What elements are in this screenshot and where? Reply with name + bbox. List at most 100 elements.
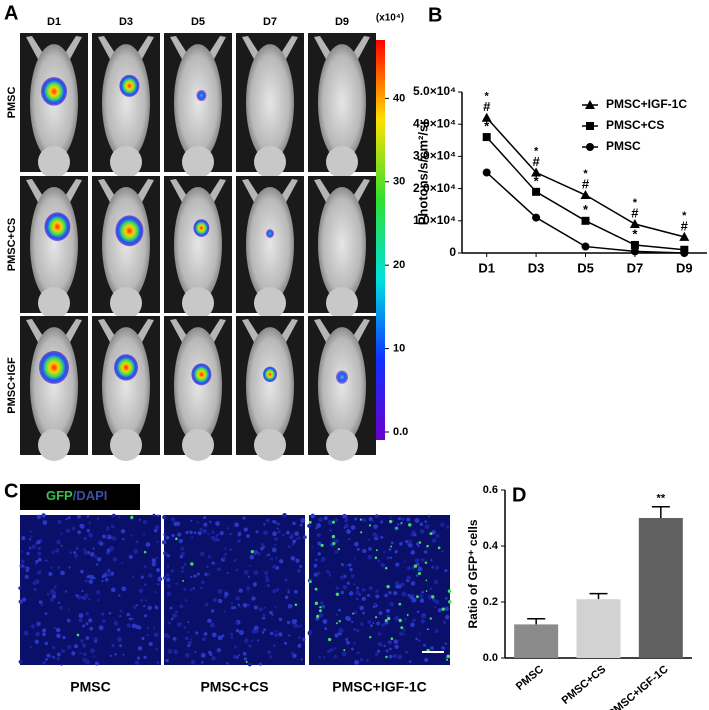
nucleus <box>394 581 400 586</box>
nucleus <box>171 533 175 538</box>
nucleus <box>307 630 313 636</box>
point <box>532 187 541 196</box>
nucleus <box>356 651 360 655</box>
nucleus <box>178 538 183 544</box>
nucleus <box>262 616 266 620</box>
nucleus <box>435 565 440 570</box>
significance-mark: * <box>534 145 539 157</box>
nucleus <box>210 535 215 540</box>
nucleus <box>211 561 215 565</box>
nucleus <box>101 534 107 539</box>
nucleus <box>395 562 400 567</box>
gfp-signal <box>447 589 452 593</box>
gfp-signal <box>359 518 362 521</box>
point <box>581 216 590 225</box>
nucleus <box>400 582 405 587</box>
x-tick-label: D1 <box>478 260 495 275</box>
nucleus <box>414 558 420 564</box>
significance-mark: ** <box>657 493 666 505</box>
nucleus <box>18 599 23 604</box>
nucleus <box>87 574 91 579</box>
nucleus <box>85 636 90 640</box>
nucleus <box>351 647 354 651</box>
nucleus <box>223 610 226 613</box>
nucleus <box>419 522 424 527</box>
nucleus <box>427 514 431 518</box>
nucleus <box>284 641 288 645</box>
nucleus <box>269 655 273 659</box>
nucleus <box>365 658 369 662</box>
nucleus <box>110 536 115 541</box>
mouse-image <box>20 316 88 461</box>
legend-label: PMSC+CS <box>606 118 664 132</box>
nucleus <box>73 644 79 649</box>
nucleus <box>77 514 81 519</box>
nucleus <box>264 570 269 575</box>
nucleus <box>397 654 403 660</box>
nucleus <box>353 557 357 560</box>
nucleus <box>389 647 392 651</box>
nucleus <box>45 658 48 661</box>
nucleus <box>287 545 291 549</box>
y-axis-label: Photons/s/cm²/sr <box>415 120 430 225</box>
nucleus <box>183 562 187 566</box>
nucleus <box>193 574 197 578</box>
nucleus <box>37 546 41 551</box>
nucleus <box>105 578 109 582</box>
nucleus <box>276 522 280 526</box>
nucleus <box>92 547 95 550</box>
nucleus <box>81 596 84 599</box>
gfp-signal <box>360 531 363 534</box>
nucleus <box>423 643 426 647</box>
nucleus <box>180 546 185 551</box>
nucleus <box>21 536 26 541</box>
nucleus <box>377 559 381 563</box>
nucleus <box>430 646 434 650</box>
y-tick-label: 2.0×10⁴ <box>413 181 456 195</box>
nucleus <box>291 542 295 546</box>
nucleus <box>203 631 208 636</box>
nucleus <box>199 527 203 531</box>
nucleus <box>432 599 437 603</box>
nucleus <box>326 649 331 654</box>
nucleus <box>380 562 386 568</box>
mouse-image <box>236 33 304 178</box>
nucleus <box>303 535 307 539</box>
nucleus <box>211 530 215 534</box>
nucleus <box>140 598 144 602</box>
gfp-signal <box>390 545 393 548</box>
mouse-body <box>102 327 150 444</box>
nucleus <box>243 657 248 661</box>
nucleus <box>222 556 226 560</box>
nucleus <box>372 605 375 608</box>
nucleus <box>230 636 234 639</box>
nucleus <box>110 524 115 529</box>
nucleus <box>121 561 124 565</box>
x-tick-label: D7 <box>627 260 644 275</box>
nucleus <box>112 513 116 518</box>
mouse-image <box>236 316 304 461</box>
gfp-signal <box>400 626 404 630</box>
nucleus <box>334 550 339 554</box>
micrograph-caption: PMSC+CS <box>200 679 268 695</box>
nucleus <box>274 536 278 541</box>
mouse-head <box>182 146 214 178</box>
nucleus <box>96 557 102 562</box>
nucleus <box>107 572 112 577</box>
nucleus <box>394 615 399 621</box>
nucleus <box>410 581 416 586</box>
gfp-signal <box>448 600 452 604</box>
gfp-signal <box>388 519 393 524</box>
nucleus <box>266 584 270 588</box>
nucleus <box>254 550 258 554</box>
nucleus <box>397 517 402 521</box>
nucleus <box>299 564 303 568</box>
nucleus <box>146 634 149 637</box>
nucleus <box>235 621 239 625</box>
nucleus <box>229 533 232 536</box>
nucleus <box>361 596 366 601</box>
nucleus <box>316 523 321 528</box>
nucleus <box>97 598 100 602</box>
nucleus <box>110 587 116 593</box>
